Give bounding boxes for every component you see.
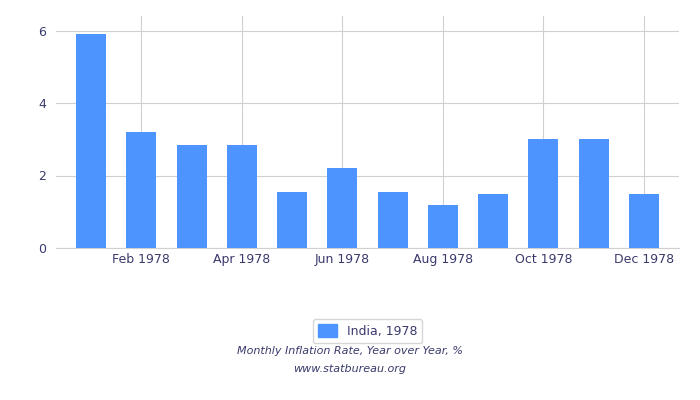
Bar: [176, 145, 206, 248]
Bar: [227, 145, 257, 248]
Bar: [629, 194, 659, 248]
Bar: [528, 139, 559, 248]
Bar: [76, 34, 106, 248]
Bar: [478, 194, 508, 248]
Bar: [126, 132, 157, 248]
Text: www.statbureau.org: www.statbureau.org: [293, 364, 407, 374]
Bar: [428, 204, 458, 248]
Text: Monthly Inflation Rate, Year over Year, %: Monthly Inflation Rate, Year over Year, …: [237, 346, 463, 356]
Bar: [377, 192, 407, 248]
Bar: [328, 168, 358, 248]
Bar: [277, 192, 307, 248]
Legend: India, 1978: India, 1978: [313, 319, 422, 343]
Bar: [578, 139, 609, 248]
